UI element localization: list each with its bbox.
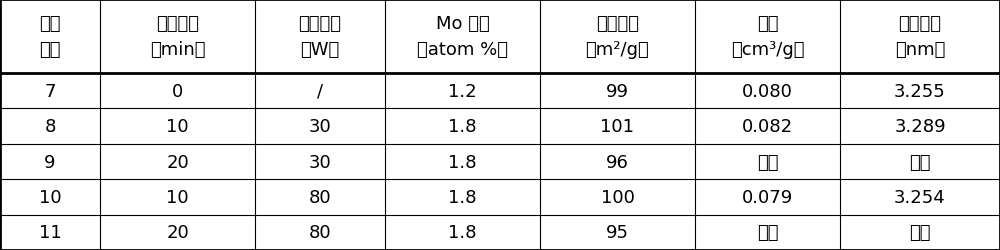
Text: 10: 10 bbox=[166, 118, 189, 136]
Text: 0.079: 0.079 bbox=[742, 188, 793, 206]
Text: 10: 10 bbox=[166, 188, 189, 206]
Text: 未测: 未测 bbox=[757, 153, 778, 171]
Text: （atom %）: （atom %） bbox=[417, 40, 508, 58]
Text: 0.082: 0.082 bbox=[742, 118, 793, 136]
Text: 未测: 未测 bbox=[757, 224, 778, 241]
Text: 0.080: 0.080 bbox=[742, 82, 793, 100]
Text: 1.8: 1.8 bbox=[448, 118, 477, 136]
Text: Mo 含量: Mo 含量 bbox=[436, 16, 489, 33]
Text: 11: 11 bbox=[39, 224, 61, 241]
Text: 8: 8 bbox=[44, 118, 56, 136]
Text: 1.8: 1.8 bbox=[448, 188, 477, 206]
Text: （min）: （min） bbox=[150, 40, 205, 58]
Text: 30: 30 bbox=[309, 153, 331, 171]
Text: 0: 0 bbox=[172, 82, 183, 100]
Text: （cm³/g）: （cm³/g） bbox=[731, 40, 804, 58]
Text: 96: 96 bbox=[606, 153, 629, 171]
Text: 1.8: 1.8 bbox=[448, 224, 477, 241]
Text: （W）: （W） bbox=[300, 40, 340, 58]
Text: /: / bbox=[317, 82, 323, 100]
Text: 超声功率: 超声功率 bbox=[298, 16, 342, 33]
Text: 序号: 序号 bbox=[39, 40, 61, 58]
Text: 99: 99 bbox=[606, 82, 629, 100]
Text: 3.254: 3.254 bbox=[894, 188, 946, 206]
Text: 3.255: 3.255 bbox=[894, 82, 946, 100]
Text: 1.8: 1.8 bbox=[448, 153, 477, 171]
Text: 10: 10 bbox=[39, 188, 61, 206]
Text: 孔容: 孔容 bbox=[757, 16, 778, 33]
Text: 80: 80 bbox=[309, 188, 331, 206]
Text: 101: 101 bbox=[600, 118, 635, 136]
Text: 80: 80 bbox=[309, 224, 331, 241]
Text: 未测: 未测 bbox=[909, 224, 931, 241]
Text: 20: 20 bbox=[166, 153, 189, 171]
Text: 超声时间: 超声时间 bbox=[156, 16, 199, 33]
Text: 3.289: 3.289 bbox=[894, 118, 946, 136]
Text: 20: 20 bbox=[166, 224, 189, 241]
Text: 1.2: 1.2 bbox=[448, 82, 477, 100]
Text: 100: 100 bbox=[601, 188, 634, 206]
Text: 7: 7 bbox=[44, 82, 56, 100]
Text: 比表面积: 比表面积 bbox=[596, 16, 639, 33]
Text: （m²/g）: （m²/g） bbox=[586, 40, 649, 58]
Text: 30: 30 bbox=[309, 118, 331, 136]
Text: （nm）: （nm） bbox=[895, 40, 945, 58]
Text: 未测: 未测 bbox=[909, 153, 931, 171]
Text: 平均孔径: 平均孔径 bbox=[898, 16, 942, 33]
Text: 95: 95 bbox=[606, 224, 629, 241]
Text: 样品: 样品 bbox=[39, 16, 61, 33]
Text: 9: 9 bbox=[44, 153, 56, 171]
